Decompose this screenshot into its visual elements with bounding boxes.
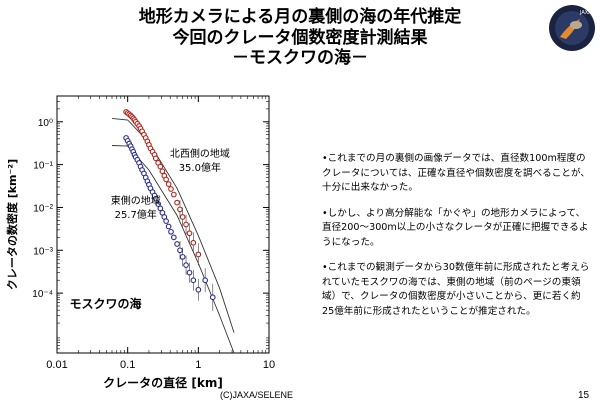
logo-probe (570, 21, 582, 29)
title-line-1: 地形カメラによる月の裏側の海の年代推定 (138, 7, 462, 27)
data-point-east (202, 277, 209, 284)
credit-text: (C)JAXA/SELENE (220, 390, 294, 400)
annotation-northwest-line1: 北西側の地域 (170, 147, 230, 160)
data-point-northwest (163, 176, 169, 183)
crater-density-chart: 0.01 0.1 1 10 10⁻⁴ 10⁻³ 10⁻² 10⁻¹ 10⁰ クレータの直径 [km… (0, 80, 300, 400)
data-point-east (179, 254, 186, 260)
chart-svg: 0.01 0.1 1 10 10⁻⁴ 10⁻³ 10⁻² 10⁻¹ 10⁰ クレータの直径 [km… (5, 95, 275, 390)
data-point-northwest (174, 199, 180, 206)
data-point-northwest (170, 191, 177, 198)
y-tick-label: 10⁻¹ (33, 161, 53, 172)
title-line-2: 今回のクレータ個数密度計測結果 (172, 28, 428, 48)
data-point-east (170, 234, 177, 241)
y-tick-label: 10⁻² (33, 203, 53, 214)
data-point-northwest (183, 221, 189, 228)
data-point-northwest (177, 206, 183, 213)
data-point-east (157, 205, 164, 212)
isochron-line-lower (111, 145, 235, 353)
paragraph-3: •これまでの観測データから30数億年前に形成されたと考えられていたモスクワの海で… (322, 262, 590, 317)
data-point-northwest (152, 155, 159, 162)
data-point-northwest (157, 163, 164, 170)
data-point-east (168, 228, 174, 235)
annotation-northwest-line2: 35.0億年 (179, 161, 221, 174)
logo-text: JAXA (579, 10, 592, 16)
annotation-east-line1: 東側の地域 (111, 194, 161, 207)
data-point-northwest (186, 230, 193, 237)
data-point-east (163, 218, 169, 224)
y-tick-label: 10⁰ (38, 118, 53, 129)
x-tick-label: 1 (195, 359, 201, 371)
data-point-east (186, 269, 193, 276)
x-axis-label: クレータの直径 [km] (103, 375, 223, 390)
x-tick-label: 0.01 (46, 359, 67, 371)
data-point-northwest (179, 214, 186, 220)
plot-frame (56, 95, 270, 354)
paragraph-2: •しかし、より高分解能な「かぐや」の地形カメラによって、直径200～300m以上… (322, 207, 589, 248)
data-point-northwest (168, 186, 174, 192)
data-point-east (165, 223, 172, 230)
data-point-east (209, 294, 216, 301)
x-tick-label: 0.1 (120, 359, 135, 371)
data-point-northwest (190, 239, 197, 246)
data-point-northwest (195, 251, 202, 258)
page-number: 15 (578, 390, 590, 401)
y-axis-label: クレータの数密度 [km⁻²] (5, 159, 19, 290)
text-panel: •これまでの月の裏側の画像データでは、直径数100m程度のクレータについては、正… (322, 152, 592, 330)
data-point-east (155, 201, 161, 207)
data-point-northwest (159, 168, 166, 175)
paragraph-1: •これまでの月の裏側の画像データでは、直径数100m程度のクレータについては、正… (322, 153, 590, 193)
x-tick-label: 10 (263, 359, 275, 371)
data-point-east (195, 286, 202, 293)
plot-area (111, 109, 235, 353)
region-label: モスクワの海 (69, 296, 141, 311)
data-point-east (152, 195, 159, 202)
y-tick-label: 10⁻³ (33, 246, 53, 257)
annotation-east-line2: 25.7億年 (115, 208, 157, 221)
data-point-east (177, 247, 183, 254)
data-point-northwest (165, 181, 172, 188)
data-point-east (190, 277, 197, 284)
jaxa-mission-logo: JAXA (549, 5, 595, 51)
y-tick-label: 10⁻⁴ (32, 289, 53, 300)
data-point-east (183, 262, 189, 268)
title-line-3: －モスクワの海－ (232, 48, 368, 68)
data-point-east (174, 241, 180, 247)
isochron-line-upper (111, 117, 235, 333)
